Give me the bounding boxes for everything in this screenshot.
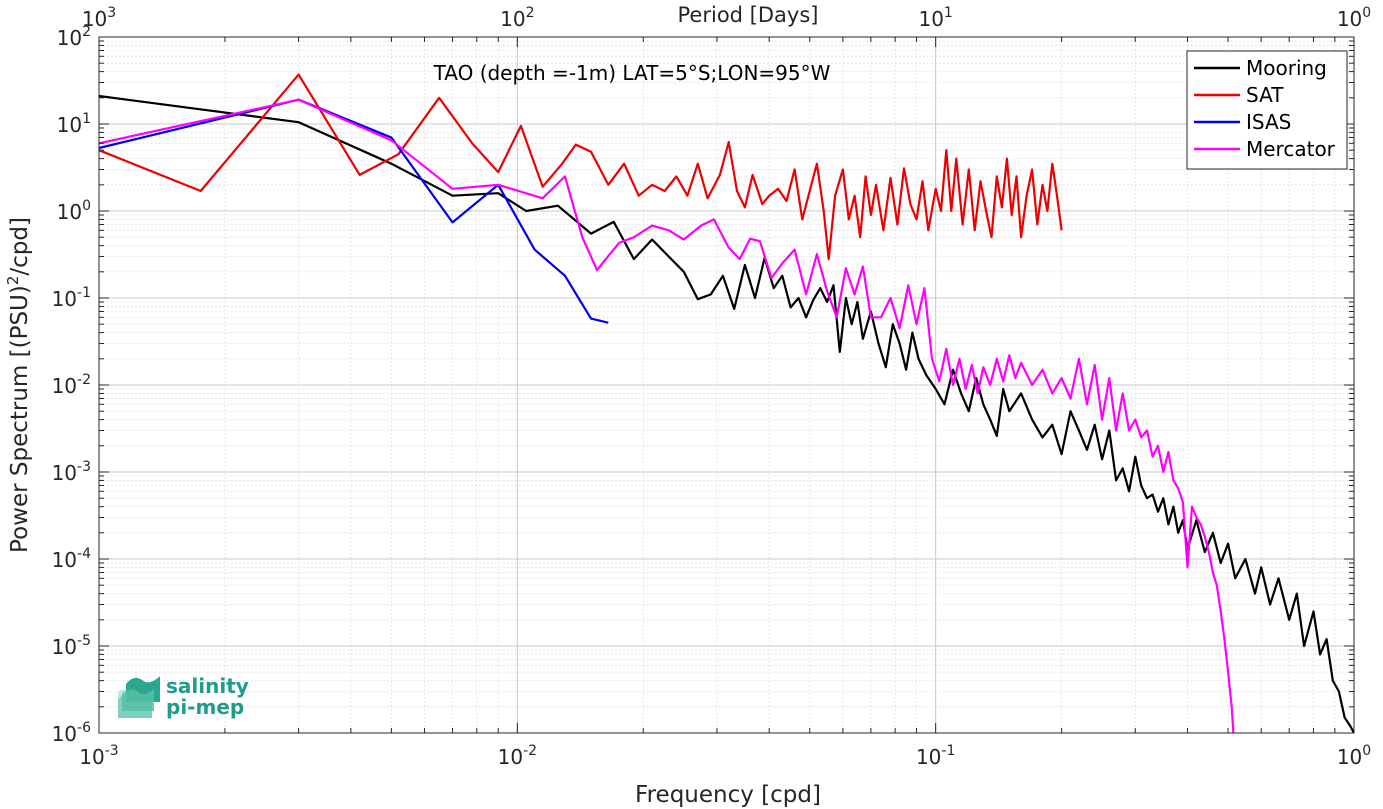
chart-title: TAO (depth =-1m) LAT=5°S;LON=95°W: [433, 61, 831, 85]
tick-marks: [98, 36, 1355, 734]
logo-line-salinity: salinity: [166, 674, 249, 698]
x-tick-label: 100: [1337, 743, 1371, 769]
y-tick-label-exponent: 0: [82, 198, 91, 214]
x-tick-label-exponent: -3: [105, 743, 119, 759]
legend-label-mooring: Mooring: [1246, 56, 1327, 80]
y-tick-label-exponent: -1: [77, 285, 91, 301]
x-tick-label-exponent: -1: [941, 743, 955, 759]
y-tick-label: 10-4: [52, 546, 92, 572]
y-tick-label-base: 10: [52, 374, 77, 398]
legend-label-mercator: Mercator: [1246, 137, 1336, 161]
y-tick-label: 10-2: [52, 372, 91, 398]
y-axis-title-tail: /cpd]: [7, 217, 33, 276]
y-tick-label-base: 10: [57, 200, 82, 224]
y-tick-label-base: 10: [52, 461, 77, 485]
x-tick-labels: 10-3 10-2 10-1 100: [79, 743, 1371, 769]
y-tick-label-exponent: 1: [82, 111, 91, 127]
y-tick-label: 100: [57, 198, 91, 224]
x-tick-label-base: 10: [1337, 745, 1362, 769]
series-layer: [98, 73, 1355, 734]
top-tick-label-base: 10: [1337, 7, 1362, 31]
legend: Mooring SAT ISAS Mercator: [1186, 50, 1348, 170]
top-tick-label-exponent: 3: [107, 5, 116, 21]
x-tick-label: 10-1: [916, 743, 955, 769]
top-tick-label-base: 10: [500, 7, 525, 31]
y-tick-label-base: 10: [52, 635, 77, 659]
y-tick-label: 101: [57, 111, 91, 137]
legend-label-sat: SAT: [1246, 83, 1284, 107]
series-line-mercator: [98, 98, 1235, 734]
series-line-mooring: [98, 94, 1355, 734]
top-tick-label-exponent: 1: [944, 5, 953, 21]
x-tick-label: 10-3: [79, 743, 118, 769]
y-tick-label-base: 10: [52, 548, 77, 572]
y-tick-label-base: 10: [52, 722, 77, 746]
y-axis-title-sup: 2: [4, 276, 22, 286]
y-axis-title: Power Spectrum [(PSU)2/cpd]: [4, 217, 33, 553]
top-tick-label: 100: [1337, 5, 1371, 31]
y-tick-label-base: 10: [57, 113, 82, 137]
y-tick-label: 102: [57, 24, 91, 50]
x-axis-title: Frequency [cpd]: [635, 782, 821, 808]
top-tick-label: 101: [918, 5, 952, 31]
x-tick-label-base: 10: [916, 745, 941, 769]
y-axis-title-main: Power Spectrum [(PSU): [7, 285, 33, 553]
logo-wave-icon: [118, 676, 160, 718]
y-tick-label-exponent: -4: [77, 546, 91, 562]
top-axis-title: Period [Days]: [678, 3, 819, 27]
y-tick-label-exponent: -3: [77, 459, 91, 475]
y-tick-label-base: 10: [57, 26, 82, 50]
series-line-sat: [98, 73, 1063, 261]
salinity-pi-mep-logo: salinity pi-mep: [118, 674, 249, 719]
y-tick-label-base: 10: [52, 287, 77, 311]
top-tick-label-exponent: 2: [526, 5, 535, 21]
x-tick-label-exponent: 0: [1362, 743, 1371, 759]
x-tick-label-base: 10: [498, 745, 523, 769]
top-tick-label: 103: [82, 5, 116, 31]
logo-line-pi-mep: pi-mep: [166, 695, 244, 719]
top-tick-label-base: 10: [82, 7, 107, 31]
x-tick-label-exponent: -2: [523, 743, 537, 759]
y-tick-label: 10-1: [52, 285, 91, 311]
y-tick-label: 10-3: [52, 459, 91, 485]
y-tick-label-exponent: -6: [77, 720, 91, 736]
top-tick-labels: 103 102 101 100: [82, 5, 1371, 31]
x-tick-label-base: 10: [79, 745, 104, 769]
top-tick-label: 102: [500, 5, 534, 31]
y-tick-label-exponent: 2: [82, 24, 91, 40]
y-tick-label: 10-5: [52, 633, 91, 659]
y-tick-label-exponent: -2: [77, 372, 91, 388]
x-tick-label: 10-2: [498, 743, 537, 769]
y-tick-label: 10-6: [52, 720, 92, 746]
top-tick-label-exponent: 0: [1362, 5, 1371, 21]
top-tick-label-base: 10: [918, 7, 943, 31]
legend-label-isas: ISAS: [1246, 110, 1291, 134]
y-tick-label-exponent: -5: [77, 633, 91, 649]
